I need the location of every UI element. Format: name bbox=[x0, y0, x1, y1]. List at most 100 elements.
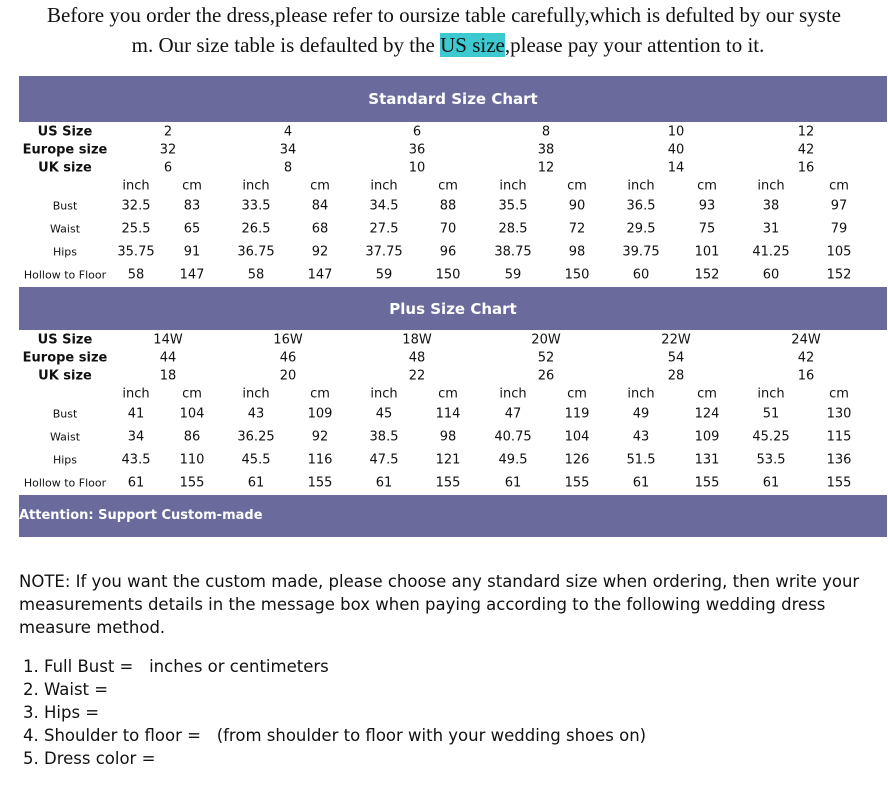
plus-chart-title: Plus Size Chart bbox=[19, 287, 887, 330]
unit-header: cm bbox=[182, 386, 202, 402]
measurement-value: 43 bbox=[632, 429, 650, 445]
measurement-value: 58 bbox=[127, 267, 145, 283]
us-size-cell: 4 bbox=[283, 124, 293, 140]
measurement-label: Waist bbox=[49, 222, 81, 236]
measurement-value: 25.5 bbox=[121, 221, 151, 237]
measurement-value: 152 bbox=[694, 267, 720, 283]
eu-size-cell: 38 bbox=[537, 142, 555, 158]
unit-header: inch bbox=[627, 386, 655, 402]
row-header-us: US Size bbox=[37, 332, 93, 348]
measurement-value: 26.5 bbox=[241, 221, 271, 237]
measurement-value: 29.5 bbox=[626, 221, 656, 237]
measurement-value: 51 bbox=[762, 406, 780, 422]
measurement-label: Hips bbox=[52, 453, 78, 467]
attention-banner: Attention: Support Custom-made bbox=[19, 495, 887, 537]
unit-header: inch bbox=[122, 386, 150, 402]
uk-size-cell: 12 bbox=[537, 160, 555, 176]
measurement-value: 60 bbox=[762, 267, 780, 283]
unit-header: cm bbox=[697, 178, 717, 194]
standard-chart-title: Standard Size Chart bbox=[19, 76, 887, 122]
unit-header: inch bbox=[757, 178, 785, 194]
measurement-value: 28.5 bbox=[498, 221, 528, 237]
eu-size-cell: 34 bbox=[279, 142, 297, 158]
measurement-value: 130 bbox=[826, 406, 852, 422]
intro-text: Before you order the dress,please refer … bbox=[0, 0, 888, 60]
measurement-value: 88 bbox=[439, 198, 457, 214]
measurement-value: 114 bbox=[435, 406, 461, 422]
measure-list-item: 3. Hips = bbox=[23, 703, 100, 722]
measurement-value: 51.5 bbox=[626, 452, 656, 468]
unit-header: inch bbox=[122, 178, 150, 194]
measurement-value: 40.75 bbox=[494, 429, 532, 445]
eu-size-cell: 44 bbox=[159, 350, 177, 366]
uk-size-cell: 26 bbox=[537, 368, 555, 384]
measurement-value: 41 bbox=[127, 406, 145, 422]
us-size-highlight: US size bbox=[440, 33, 505, 57]
unit-header: cm bbox=[829, 386, 849, 402]
intro-text-part: ,please pay your attention to it. bbox=[504, 33, 765, 57]
measurement-value: 61 bbox=[762, 475, 780, 491]
uk-size-cell: 28 bbox=[667, 368, 685, 384]
eu-size-cell: 54 bbox=[667, 350, 685, 366]
measurement-value: 38.75 bbox=[494, 244, 532, 260]
measure-list-item: 2. Waist = bbox=[23, 680, 109, 699]
row-header-uk: UK size bbox=[38, 368, 92, 384]
unit-header: inch bbox=[242, 386, 270, 402]
us-size-cell: 16W bbox=[273, 332, 303, 348]
eu-size-cell: 40 bbox=[667, 142, 685, 158]
measurement-value: 59 bbox=[375, 267, 393, 283]
measurement-value: 105 bbox=[826, 244, 852, 260]
measurement-value: 150 bbox=[564, 267, 590, 283]
us-size-cell: 24W bbox=[791, 332, 821, 348]
unit-header: cm bbox=[567, 178, 587, 194]
row-header-eu: Europe size bbox=[22, 350, 108, 366]
row-header-us: US Size bbox=[37, 124, 93, 140]
measurement-value: 61 bbox=[375, 475, 393, 491]
measurement-value: 155 bbox=[307, 475, 333, 491]
measurement-value: 49 bbox=[632, 406, 650, 422]
eu-size-cell: 42 bbox=[797, 350, 815, 366]
measurement-value: 39.75 bbox=[622, 244, 660, 260]
us-size-cell: 22W bbox=[661, 332, 691, 348]
measurement-value: 109 bbox=[307, 406, 333, 422]
intro-line-2: m. Our size table is defaulted by the US… bbox=[0, 30, 888, 60]
us-size-cell: 2 bbox=[163, 124, 173, 140]
measurement-value: 49.5 bbox=[498, 452, 528, 468]
measurement-value: 92 bbox=[311, 244, 329, 260]
measurement-label: Bust bbox=[52, 407, 78, 421]
measurement-value: 150 bbox=[435, 267, 461, 283]
unit-header: cm bbox=[438, 178, 458, 194]
uk-size-cell: 16 bbox=[797, 160, 815, 176]
unit-header: inch bbox=[627, 178, 655, 194]
measurement-value: 126 bbox=[564, 452, 590, 468]
measurement-label: Hollow to Floor bbox=[23, 476, 107, 490]
measurement-value: 72 bbox=[568, 221, 586, 237]
eu-size-cell: 52 bbox=[537, 350, 555, 366]
measurement-value: 53.5 bbox=[756, 452, 786, 468]
measurement-value: 70 bbox=[439, 221, 457, 237]
measurement-value: 47 bbox=[504, 406, 522, 422]
measurement-value: 59 bbox=[504, 267, 522, 283]
unit-header: cm bbox=[310, 386, 330, 402]
measurement-value: 75 bbox=[698, 221, 716, 237]
measurement-value: 104 bbox=[564, 429, 590, 445]
measurement-value: 155 bbox=[694, 475, 720, 491]
measurement-value: 155 bbox=[826, 475, 852, 491]
measurement-value: 119 bbox=[564, 406, 590, 422]
us-size-cell: 10 bbox=[667, 124, 685, 140]
measurement-value: 33.5 bbox=[241, 198, 271, 214]
unit-header: cm bbox=[697, 386, 717, 402]
us-size-cell: 18W bbox=[402, 332, 432, 348]
measurement-value: 61 bbox=[127, 475, 145, 491]
measure-list-item: 1. Full Bust = inches or centimeters bbox=[23, 657, 329, 676]
measurement-value: 38.5 bbox=[369, 429, 399, 445]
unit-header: inch bbox=[370, 386, 398, 402]
measurement-label: Hips bbox=[52, 245, 78, 259]
measurement-value: 35.75 bbox=[117, 244, 155, 260]
measurement-value: 155 bbox=[179, 475, 205, 491]
unit-header: cm bbox=[829, 178, 849, 194]
measurement-value: 36.75 bbox=[237, 244, 275, 260]
measurement-value: 147 bbox=[179, 267, 205, 283]
measurement-value: 104 bbox=[179, 406, 205, 422]
measurement-value: 131 bbox=[694, 452, 720, 468]
